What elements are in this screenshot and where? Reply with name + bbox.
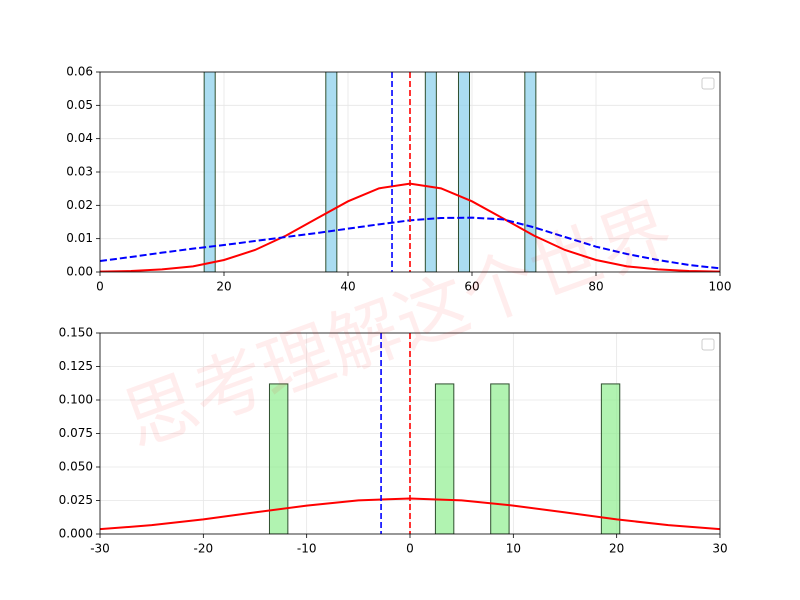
y-tick-label: 0.150 [59, 326, 93, 340]
x-tick-label: -20 [194, 542, 214, 556]
legend [701, 338, 715, 351]
x-tick-label: 20 [609, 542, 624, 556]
y-tick-label: 0.02 [66, 198, 93, 212]
y-tick-label: 0.00 [66, 265, 93, 279]
y-tick-label: 0.04 [66, 131, 93, 145]
x-tick-label: 0 [406, 542, 414, 556]
y-tick-label: 0.075 [59, 426, 93, 440]
x-tick-label: -30 [90, 542, 110, 556]
plot-area [100, 333, 720, 534]
y-tick-label: 0.025 [59, 493, 93, 507]
bar [325, 72, 338, 272]
axes-frame [99, 332, 721, 535]
axes-frame [99, 71, 721, 273]
y-tick-label: 0.06 [66, 65, 93, 79]
y-tick-label: 0.01 [66, 231, 93, 245]
y-tick-label: 0.125 [59, 359, 93, 373]
bar [524, 72, 537, 272]
x-tick-label: 100 [709, 280, 732, 294]
bar [203, 72, 216, 272]
x-tick-label: 80 [588, 280, 603, 294]
plot-area [100, 72, 720, 272]
y-tick-label: 0.000 [59, 527, 93, 541]
bar [268, 383, 289, 534]
x-tick-label: 40 [340, 280, 355, 294]
x-tick-label: 10 [506, 542, 521, 556]
x-tick-label: 20 [216, 280, 231, 294]
x-tick-label: 0 [96, 280, 104, 294]
x-tick-label: 60 [464, 280, 479, 294]
x-tick-label: -10 [297, 542, 317, 556]
bar [490, 383, 510, 534]
y-tick-label: 0.03 [66, 165, 93, 179]
bar [600, 383, 621, 534]
legend [701, 77, 715, 90]
bar [424, 72, 437, 272]
y-tick-label: 0.100 [59, 393, 93, 407]
x-tick-label: 30 [712, 542, 727, 556]
bar [434, 383, 455, 534]
y-tick-label: 0.050 [59, 460, 93, 474]
y-tick-label: 0.05 [66, 98, 93, 112]
bar [457, 72, 471, 272]
